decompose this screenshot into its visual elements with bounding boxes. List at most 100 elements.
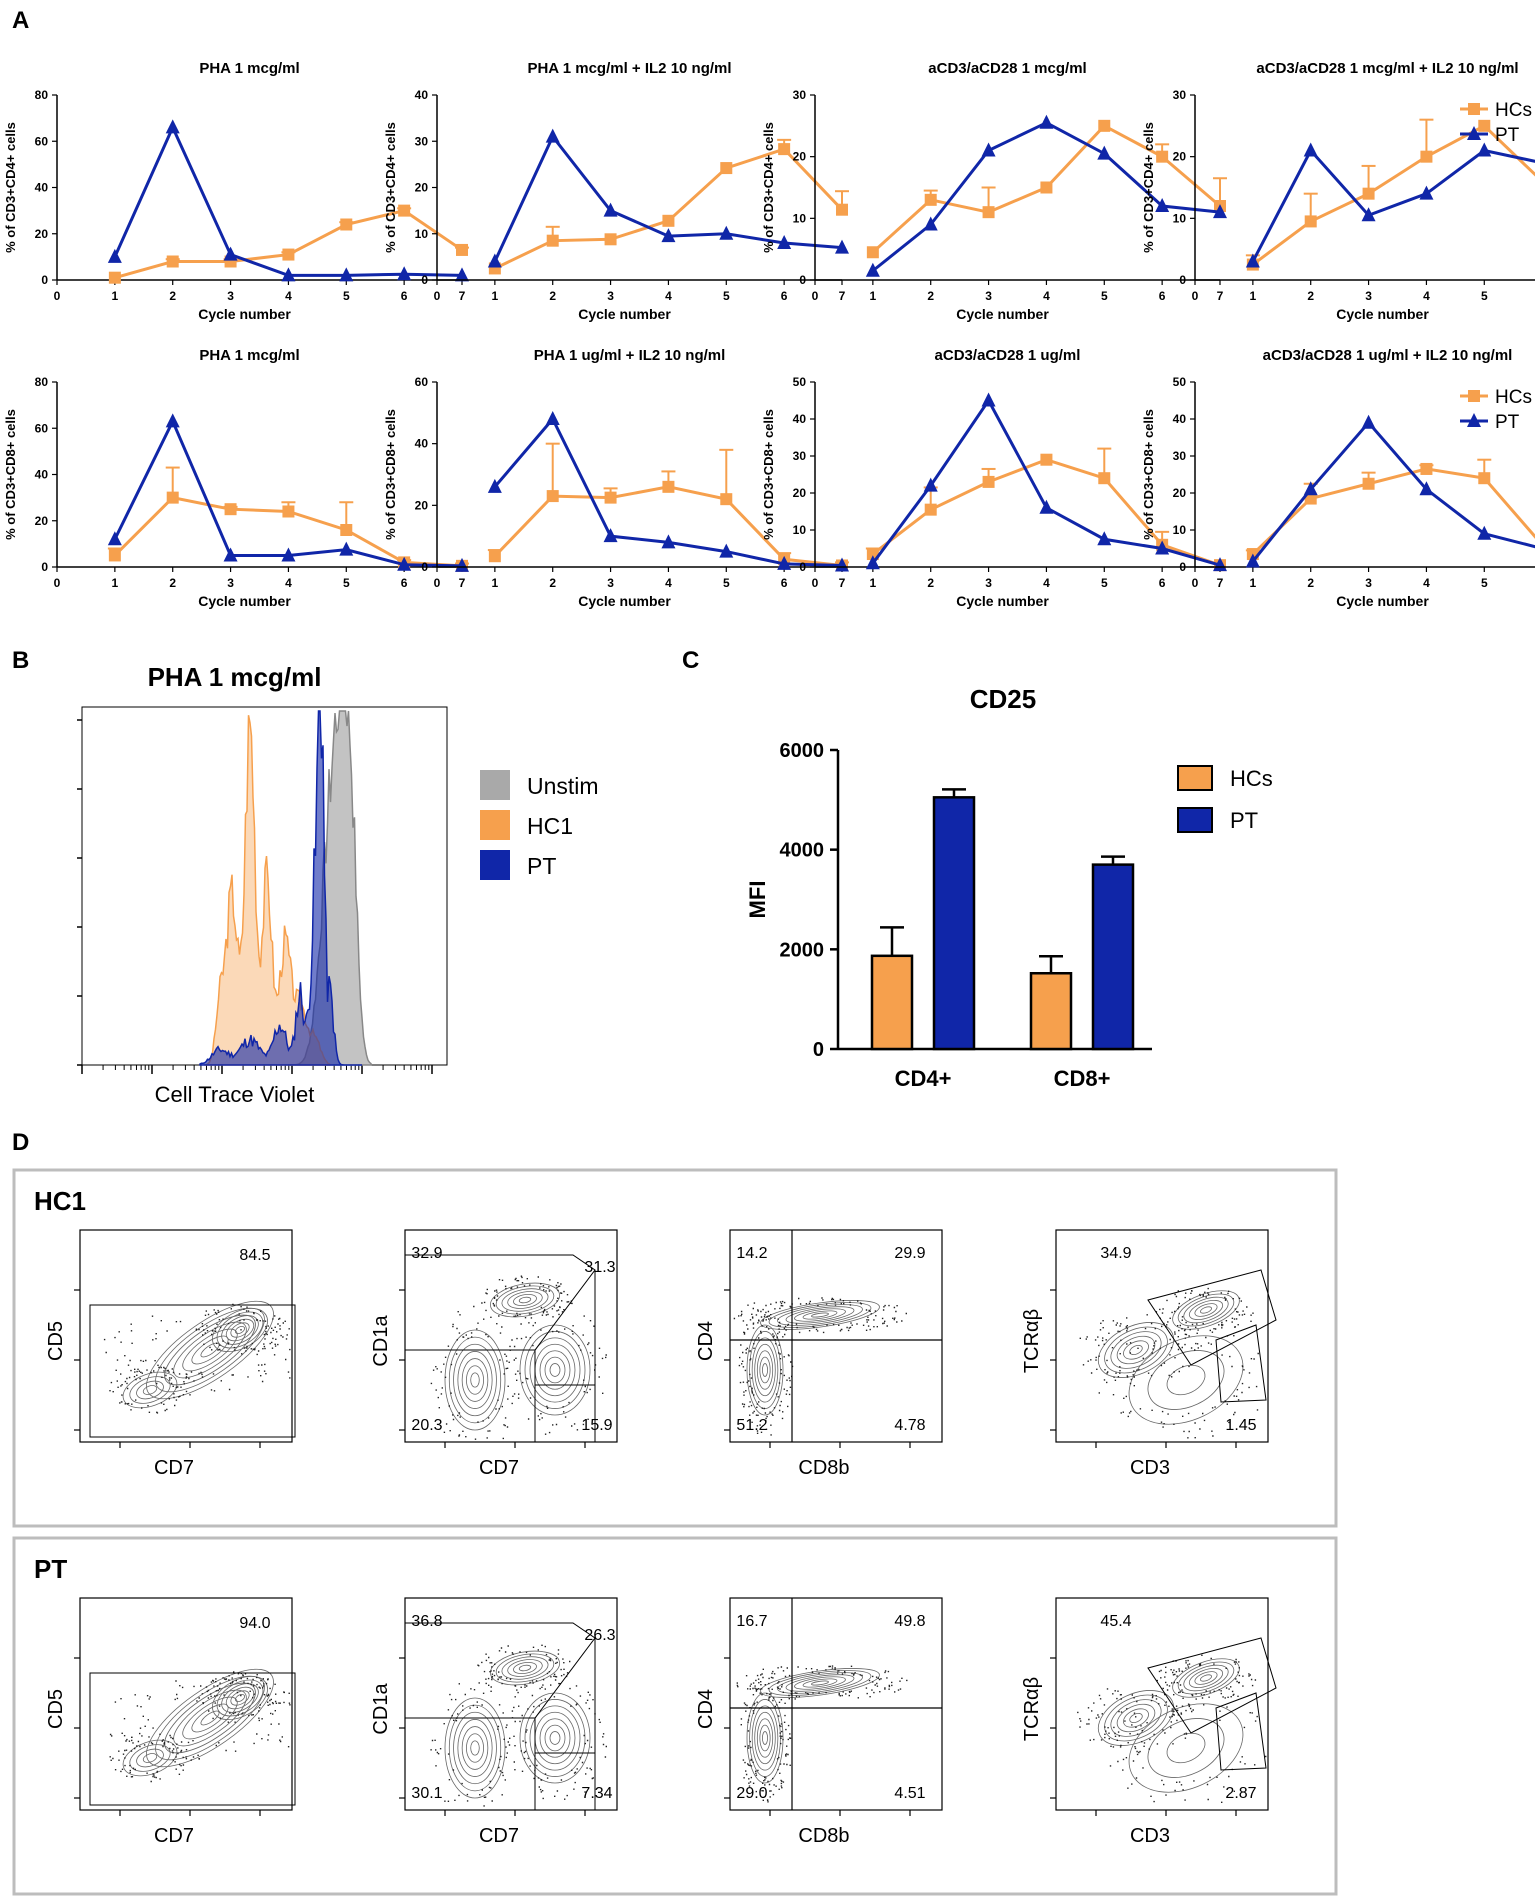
contour-line bbox=[122, 1371, 178, 1409]
contour-line bbox=[212, 1307, 268, 1353]
data-point-hcs bbox=[224, 503, 237, 516]
contour-line bbox=[146, 1668, 274, 1768]
bar-y-tick-label: 6000 bbox=[780, 740, 825, 762]
line-chart-r0-c2: aCD3/aCD28 1 mcg/ml 0 1 2 3 4 5 6 7 0 10 20 30 Cycle … bbox=[761, 60, 1227, 322]
contour-line bbox=[518, 1664, 532, 1672]
contour-line bbox=[513, 1293, 537, 1307]
scatter-dots bbox=[109, 1671, 291, 1783]
contour-line bbox=[1147, 1350, 1225, 1410]
gate-polygon-cd3 bbox=[1215, 1692, 1267, 1771]
x-tick-label: 7 bbox=[459, 289, 466, 303]
contour-line bbox=[461, 1358, 489, 1402]
chart-title: PHA 1 mcg/ml + IL2 10 ng/ml bbox=[527, 60, 731, 77]
y-tick-label: 50 bbox=[793, 375, 807, 389]
gate-value: 14.2 bbox=[736, 1245, 767, 1262]
series-line-hcs bbox=[1251, 123, 1535, 266]
gate-value: 16.7 bbox=[736, 1613, 767, 1630]
contour-line bbox=[490, 1650, 560, 1686]
x-axis-label: Cycle number bbox=[956, 593, 1049, 609]
data-point-pt bbox=[865, 555, 880, 570]
y-tick-label: 30 bbox=[793, 88, 807, 102]
flow-x-label: CD7 bbox=[154, 1457, 194, 1479]
x-axis-label: Cycle number bbox=[956, 306, 1049, 322]
histogram-legend-swatch-pt bbox=[480, 850, 510, 880]
histogram-legend-label-pt: PT bbox=[527, 853, 556, 879]
gate-value: 51.2 bbox=[736, 1417, 767, 1434]
data-point-pt bbox=[603, 202, 618, 217]
histogram-pt bbox=[199, 710, 362, 1066]
y-tick-label: 60 bbox=[35, 134, 49, 148]
contour-line bbox=[756, 1718, 774, 1758]
contour-line bbox=[746, 1692, 784, 1784]
contour-line bbox=[1123, 1340, 1149, 1360]
bar-y-tick-label: 0 bbox=[813, 1039, 824, 1061]
data-point-hcs bbox=[108, 271, 121, 284]
contour-line bbox=[1183, 1664, 1229, 1692]
y-tick-label: 20 bbox=[415, 498, 429, 512]
gate-value: 32.9 bbox=[411, 1245, 442, 1262]
data-point-hcs bbox=[662, 480, 675, 493]
flow-plot-hc1-0: 84.5 CD7 CD5 bbox=[45, 1229, 296, 1479]
contour-line bbox=[518, 1296, 532, 1304]
line-chart-r1-c3: aCD3/aCD28 1 ug/ml + IL2 10 ng/ml 0 1 2 3 4 5 6… bbox=[1141, 347, 1535, 609]
data-point-hcs bbox=[1420, 150, 1433, 163]
legend-marker-pt bbox=[1467, 413, 1481, 427]
contour-line bbox=[777, 1304, 863, 1326]
contour-line bbox=[470, 1372, 480, 1388]
data-point-hcs bbox=[166, 491, 179, 504]
data-point-pt bbox=[339, 541, 354, 556]
x-tick-label: 3 bbox=[607, 289, 614, 303]
y-tick-label: 30 bbox=[1173, 449, 1187, 463]
contour-line bbox=[544, 1724, 566, 1752]
bar-hcs-cd4pos bbox=[870, 954, 914, 1051]
contour-line bbox=[751, 1705, 779, 1771]
contour-line bbox=[751, 1337, 779, 1403]
contour-line bbox=[1110, 1699, 1162, 1737]
scatter-dots bbox=[103, 1303, 291, 1414]
x-tick-label: 4 bbox=[1043, 289, 1050, 303]
legend-label-hcs: HCs bbox=[1495, 387, 1532, 408]
contour-line bbox=[1110, 1331, 1162, 1369]
gate-box bbox=[89, 1672, 296, 1806]
y-tick-label: 10 bbox=[1173, 523, 1187, 537]
data-point-hcs bbox=[1420, 462, 1433, 475]
contour-line bbox=[749, 1331, 781, 1409]
gate-value: 15.9 bbox=[581, 1417, 612, 1434]
y-axis-label: % of CD3+CD4+ cells bbox=[383, 122, 398, 253]
contour-line bbox=[1104, 1694, 1168, 1742]
panel-label-b: B bbox=[12, 647, 29, 674]
x-tick-label: 1 bbox=[870, 576, 877, 590]
data-point-hcs bbox=[1040, 181, 1053, 194]
flow-plot-pt-1: 36.8 26.3 30.1 7.34 CD7 CD1a bbox=[370, 1597, 618, 1847]
contour-line bbox=[225, 1686, 255, 1710]
data-point-hcs bbox=[1362, 477, 1375, 490]
data-point-hcs bbox=[924, 503, 937, 516]
data-point-hcs bbox=[340, 218, 353, 231]
flow-x-label: CD3 bbox=[1130, 1457, 1170, 1479]
contour-line bbox=[182, 1328, 238, 1372]
data-point-hcs bbox=[720, 162, 733, 175]
y-tick-label: 0 bbox=[799, 273, 806, 287]
data-point-pt bbox=[981, 142, 996, 157]
contour-line bbox=[1177, 1661, 1235, 1695]
contour-line bbox=[794, 1676, 846, 1690]
contour-line bbox=[1166, 1364, 1206, 1396]
x-tick-label: 7 bbox=[459, 576, 466, 590]
y-axis-label: % of CD3+CD8+ cells bbox=[1141, 409, 1156, 540]
contour-line bbox=[142, 1385, 158, 1395]
gate-value: 49.8 bbox=[894, 1613, 925, 1630]
data-point-pt bbox=[281, 267, 296, 282]
flow-plot-pt-3: 45.4 2.87 CD3 TCRαβ bbox=[1021, 1597, 1277, 1847]
x-axis-label: Cycle number bbox=[198, 593, 291, 609]
data-point-pt bbox=[107, 531, 122, 546]
x-tick-label: 7 bbox=[1217, 576, 1224, 590]
data-point-pt bbox=[1419, 185, 1434, 200]
contour-line bbox=[1128, 1335, 1244, 1425]
data-point-hcs bbox=[1098, 119, 1111, 132]
series-line-hcs bbox=[494, 147, 844, 270]
gate-value: 7.34 bbox=[581, 1785, 612, 1802]
x-tick-label: 0 bbox=[434, 289, 441, 303]
histogram-legend-swatch-hc1 bbox=[480, 810, 510, 840]
x-tick-label: 6 bbox=[1159, 576, 1166, 590]
contour-line bbox=[142, 1753, 158, 1763]
